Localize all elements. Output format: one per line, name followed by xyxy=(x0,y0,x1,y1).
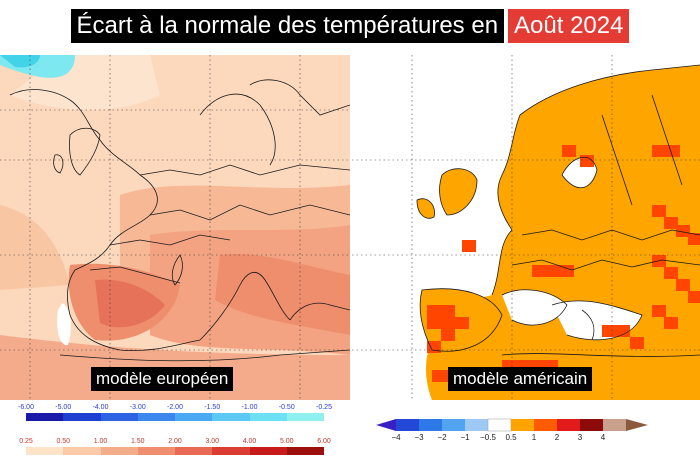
color-swatch xyxy=(511,419,534,431)
color-swatch xyxy=(557,419,580,431)
european-model-label: modèle européen xyxy=(91,367,234,391)
positive-tick-labels: 0.25 0.50 1.00 1.50 2.00 3.00 4.00 5.00 … xyxy=(16,438,334,446)
color-swatch xyxy=(63,447,101,455)
tick-label: -1.50 xyxy=(204,404,221,411)
tick-label: -1.00 xyxy=(241,404,258,411)
negative-color-scale xyxy=(26,413,324,421)
color-swatch xyxy=(100,447,138,455)
color-swatch xyxy=(212,413,250,421)
color-swatch xyxy=(376,419,396,431)
tick-label: 3.00 xyxy=(205,438,220,445)
color-swatch xyxy=(465,419,488,431)
title: Écart à la normale des températures en Ao… xyxy=(0,9,700,45)
tick-label: 6.00 xyxy=(317,438,331,445)
color-swatch xyxy=(100,413,138,421)
tick-label: 0.5 xyxy=(505,433,517,442)
tick-label: -2.00 xyxy=(167,404,183,411)
tick-label: 3 xyxy=(577,433,583,442)
negative-tick-labels: -6.00 -5.00 -4.00 -3.00 -2.00 -1.50 -1.0… xyxy=(16,404,334,412)
tick-label: -0.25 xyxy=(316,404,332,411)
color-swatch xyxy=(63,413,101,421)
tick-label: 1.00 xyxy=(93,438,108,445)
tick-label: 0.50 xyxy=(56,438,71,445)
color-swatch xyxy=(419,419,442,431)
color-swatch xyxy=(137,447,175,455)
tick-label: 2.00 xyxy=(168,438,182,445)
tick-label: −4 xyxy=(391,433,401,442)
tick-label: -6.00 xyxy=(18,404,34,411)
color-swatch xyxy=(286,447,324,455)
color-swatch xyxy=(249,413,287,421)
tick-label: 0.25 xyxy=(19,438,33,445)
positive-color-scale xyxy=(26,447,324,455)
color-swatch xyxy=(396,419,419,431)
color-swatch xyxy=(603,419,626,431)
tick-label: 2 xyxy=(554,433,560,442)
european-model-map xyxy=(0,55,350,400)
color-swatch xyxy=(137,413,175,421)
tick-label: −1 xyxy=(460,433,470,442)
color-swatch xyxy=(442,419,465,431)
tick-label: -0.50 xyxy=(278,404,295,411)
tick-label: -3.00 xyxy=(129,404,146,411)
tick-label: −2 xyxy=(437,433,447,442)
color-swatch xyxy=(534,419,557,431)
tick-label: 5.00 xyxy=(279,438,294,445)
american-color-scale xyxy=(376,418,648,432)
color-swatch xyxy=(212,447,250,455)
tick-label: 4.00 xyxy=(242,438,257,445)
american-colorbar: −4 −3 −2 −1 −0.5 0.5 1 2 3 4 xyxy=(376,418,692,458)
american-model-label: modèle américain xyxy=(448,367,593,391)
tick-label: -5.00 xyxy=(55,404,72,411)
tick-label: 1 xyxy=(531,433,537,442)
color-swatch xyxy=(26,447,64,455)
tick-label: −3 xyxy=(414,433,424,442)
tick-label: -4.00 xyxy=(92,404,109,411)
american-model-map xyxy=(352,55,700,400)
color-swatch xyxy=(249,447,287,455)
european-colorbar: -6.00 -5.00 -4.00 -3.00 -2.00 -1.50 -1.0… xyxy=(16,404,334,458)
color-swatch xyxy=(175,413,213,421)
tick-label: −0.5 xyxy=(480,433,496,442)
color-swatch xyxy=(175,447,213,455)
color-swatch xyxy=(286,413,324,421)
title-main: Écart à la normale des températures en xyxy=(70,9,505,43)
color-swatch xyxy=(626,419,648,431)
color-swatch xyxy=(26,413,64,421)
tick-label: 1.50 xyxy=(130,438,145,445)
tick-label: 4 xyxy=(600,433,606,442)
title-month-highlight: Août 2024 xyxy=(508,9,630,43)
color-swatch xyxy=(487,418,512,432)
american-tick-labels: −4 −3 −2 −1 −0.5 0.5 1 2 3 4 xyxy=(376,433,692,445)
color-swatch xyxy=(580,419,603,431)
